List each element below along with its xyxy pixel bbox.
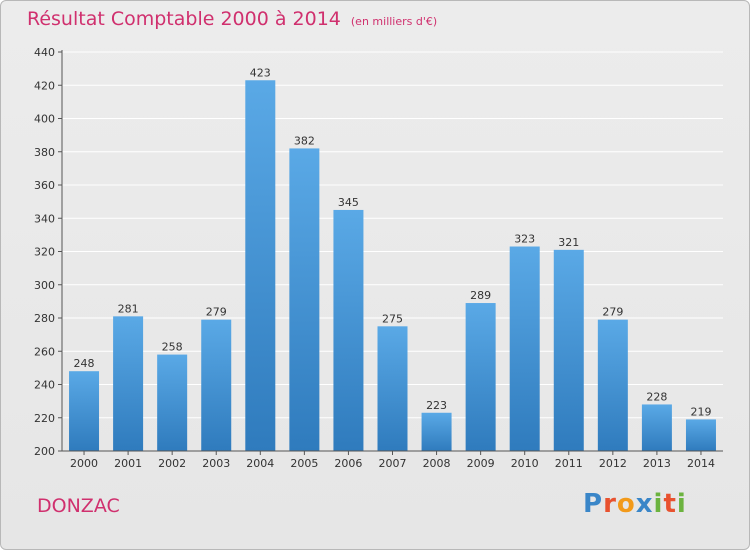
data-label: 279 xyxy=(206,306,227,319)
bar-2013 xyxy=(641,404,672,451)
x-tick-label: 2013 xyxy=(643,457,671,470)
y-tick-label: 300 xyxy=(34,279,55,292)
bar-2011 xyxy=(553,249,584,451)
commune-name: DONZAC xyxy=(37,495,120,517)
y-tick-label: 220 xyxy=(34,412,55,425)
bar-2002 xyxy=(157,354,188,451)
bar-2014 xyxy=(685,419,716,451)
y-tick-label: 380 xyxy=(34,146,55,159)
x-tick-label: 2010 xyxy=(511,457,539,470)
x-tick-label: 2011 xyxy=(555,457,583,470)
proxiti-logo: Proxiti xyxy=(583,489,687,519)
x-tick-label: 2009 xyxy=(467,457,495,470)
data-label: 345 xyxy=(338,196,359,209)
x-tick-label: 2007 xyxy=(379,457,407,470)
logo-letter: x xyxy=(635,489,654,519)
data-label: 321 xyxy=(558,236,579,249)
bar-2001 xyxy=(113,316,144,451)
bar-2007 xyxy=(377,326,408,451)
y-tick-label: 280 xyxy=(34,312,55,325)
bar-2010 xyxy=(509,246,540,451)
bar-2006 xyxy=(333,209,364,451)
y-tick-label: 440 xyxy=(34,46,55,59)
x-tick-label: 2014 xyxy=(687,457,715,470)
x-tick-label: 2004 xyxy=(246,457,274,470)
bar-2000 xyxy=(69,371,100,451)
x-tick-label: 2008 xyxy=(423,457,451,470)
bar-2003 xyxy=(201,319,232,451)
bar-2005 xyxy=(289,148,320,452)
data-label: 248 xyxy=(74,357,95,370)
y-tick-label: 320 xyxy=(34,246,55,259)
bar-2008 xyxy=(421,412,452,451)
bars: 248 281 258 279 423 382 345 275 223 289 323 321 279 2… xyxy=(69,66,716,452)
y-tick-label: 240 xyxy=(34,379,55,392)
data-label: 219 xyxy=(690,405,711,418)
data-label: 228 xyxy=(646,390,667,403)
y-tick-label: 360 xyxy=(34,179,55,192)
data-label: 323 xyxy=(514,233,535,246)
data-label: 423 xyxy=(250,66,271,79)
x-tick-label: 2002 xyxy=(158,457,186,470)
logo-letter: P xyxy=(583,489,604,519)
data-label: 223 xyxy=(426,399,447,412)
x-tick-label: 2003 xyxy=(202,457,230,470)
logo-letter: r xyxy=(603,489,617,519)
y-tick-label: 340 xyxy=(34,212,55,225)
data-label: 275 xyxy=(382,312,403,325)
x-tick-label: 2005 xyxy=(290,457,318,470)
axes: 200 220 240 260 280 300 320 340 360 380 400 420 440 2… xyxy=(34,46,723,470)
bar-2009 xyxy=(465,303,496,451)
chart-title: Résultat Comptable 2000 à 2014 xyxy=(27,8,341,30)
bar-2012 xyxy=(597,319,628,451)
bar-2004 xyxy=(245,80,276,451)
logo-letter: o xyxy=(616,489,636,519)
y-tick-label: 420 xyxy=(34,79,55,92)
chart-subtitle: (en milliers d'€) xyxy=(350,15,438,28)
y-tick-label: 200 xyxy=(34,445,55,458)
data-label: 281 xyxy=(118,302,139,315)
data-label: 382 xyxy=(294,134,315,147)
y-tick-label: 400 xyxy=(34,113,55,126)
logo-letter: i xyxy=(676,489,687,519)
x-tick-label: 2000 xyxy=(70,457,98,470)
x-tick-label: 2001 xyxy=(114,457,142,470)
logo-letter: t xyxy=(663,489,677,519)
data-label: 289 xyxy=(470,289,491,302)
logo-letter: i xyxy=(653,489,664,519)
data-label: 279 xyxy=(602,306,623,319)
chart-title-block: Résultat Comptable 2000 à 2014 (en millie… xyxy=(27,8,437,30)
y-tick-label: 260 xyxy=(34,345,55,358)
data-label: 258 xyxy=(162,341,183,354)
x-tick-label: 2012 xyxy=(599,457,627,470)
x-tick-label: 2006 xyxy=(334,457,362,470)
